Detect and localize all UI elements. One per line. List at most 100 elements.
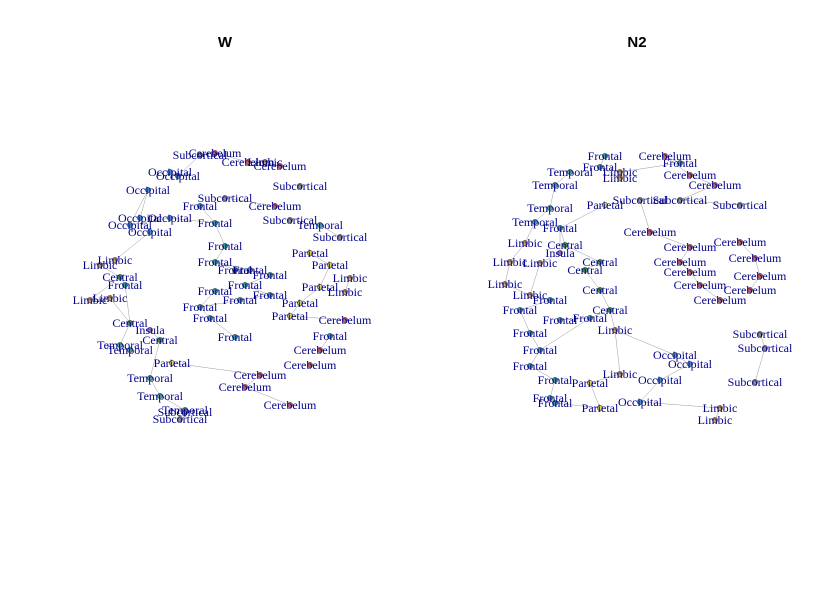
node-label: Occipital [118,211,163,225]
node-label: Frontal [513,326,548,340]
node-label: Temporal [527,201,573,215]
node-label: Subcortical [733,327,788,341]
node-label: Limbic [488,277,523,291]
node-label: Frontal [183,300,218,314]
network-node [327,333,333,339]
network-node [197,152,203,158]
network-node [687,244,693,250]
node-label: Temporal [137,389,183,403]
node-label: Occipital [638,373,683,387]
node-label: Limbic [328,285,363,299]
node-label: Frontal [523,343,558,357]
network-edge [214,152,249,163]
network-edge [549,379,556,399]
node-label: Occipital [653,348,698,362]
network-edge [114,231,151,261]
node-label: Limbic [73,293,108,307]
network-edge [559,227,566,246]
node-label: Occipital [108,218,153,232]
network-edge [139,189,149,219]
network-node [197,203,203,209]
network-node [127,320,133,326]
node-label: Subcortical [613,193,668,207]
network-node [307,362,313,368]
network-edge [539,252,561,264]
network-node [272,203,278,209]
node-label: Temporal [547,165,593,179]
network-node [687,269,693,275]
network-edge [99,264,121,278]
network-edge [177,154,201,177]
network-edge [171,362,261,376]
node-label: Frontal [253,288,288,302]
node-label: Cerebelum [729,251,782,265]
network-edge [119,322,131,346]
network-node [287,217,293,223]
node-label: Limbic [508,236,543,250]
network-edge [149,339,161,379]
node-label: Insula [135,323,165,337]
network-node [527,292,533,298]
network-node [257,372,263,378]
node-group [502,153,768,423]
network-node [597,287,603,293]
network-edge [614,329,621,375]
network-node [277,163,283,169]
network-node [342,289,348,295]
network-edge [664,155,691,176]
network-node [597,259,603,265]
network-node [307,250,313,256]
network-node [537,347,543,353]
network-edge [589,373,621,384]
network-node [687,172,693,178]
network-edge [289,315,346,321]
network-node [287,313,293,319]
node-label: Subcortical [728,375,783,389]
network-edge [529,365,556,381]
network-node [317,347,323,353]
network-edge [299,286,321,304]
network-node [687,361,693,367]
node-label: Cerebelum [689,178,742,192]
network-edge [199,299,241,308]
network-node [242,384,248,390]
network-node [662,153,668,159]
node-label: Occipital [148,165,193,179]
network-node [522,240,528,246]
network-node [245,159,251,165]
network-node [107,295,113,301]
node-label: Frontal [208,239,243,253]
network-edge [129,217,171,226]
network-node [267,292,273,298]
network-edge [169,217,216,224]
node-label: Cerebelum [284,358,337,372]
network-node [607,307,613,313]
node-label: Frontal [253,268,288,282]
node-label: Insula [545,246,575,260]
node-label: Parietal [272,309,309,323]
network-edge [89,297,111,301]
network-node [87,297,93,303]
node-label: Frontal [583,160,618,174]
network-node [157,393,163,399]
network-node [557,225,563,231]
node-label: Temporal [162,403,208,417]
network-node [242,282,248,288]
node-label: Subcortical [273,179,328,193]
node-label: Cerebelum [624,225,677,239]
network-node [167,169,173,175]
network-node [127,347,133,353]
network-node [552,182,558,188]
network-node [617,371,623,377]
node-label: Cerebelum [639,149,692,163]
network-edge [679,246,691,263]
node-label: Subcortical [263,213,318,227]
network-node [212,150,218,156]
network-node [527,330,533,336]
network-edge [639,379,661,403]
network-node [517,307,523,313]
network-edge [159,395,186,411]
node-label: Cerebelum [294,343,347,357]
network-node [212,288,218,294]
network-node [297,183,303,189]
